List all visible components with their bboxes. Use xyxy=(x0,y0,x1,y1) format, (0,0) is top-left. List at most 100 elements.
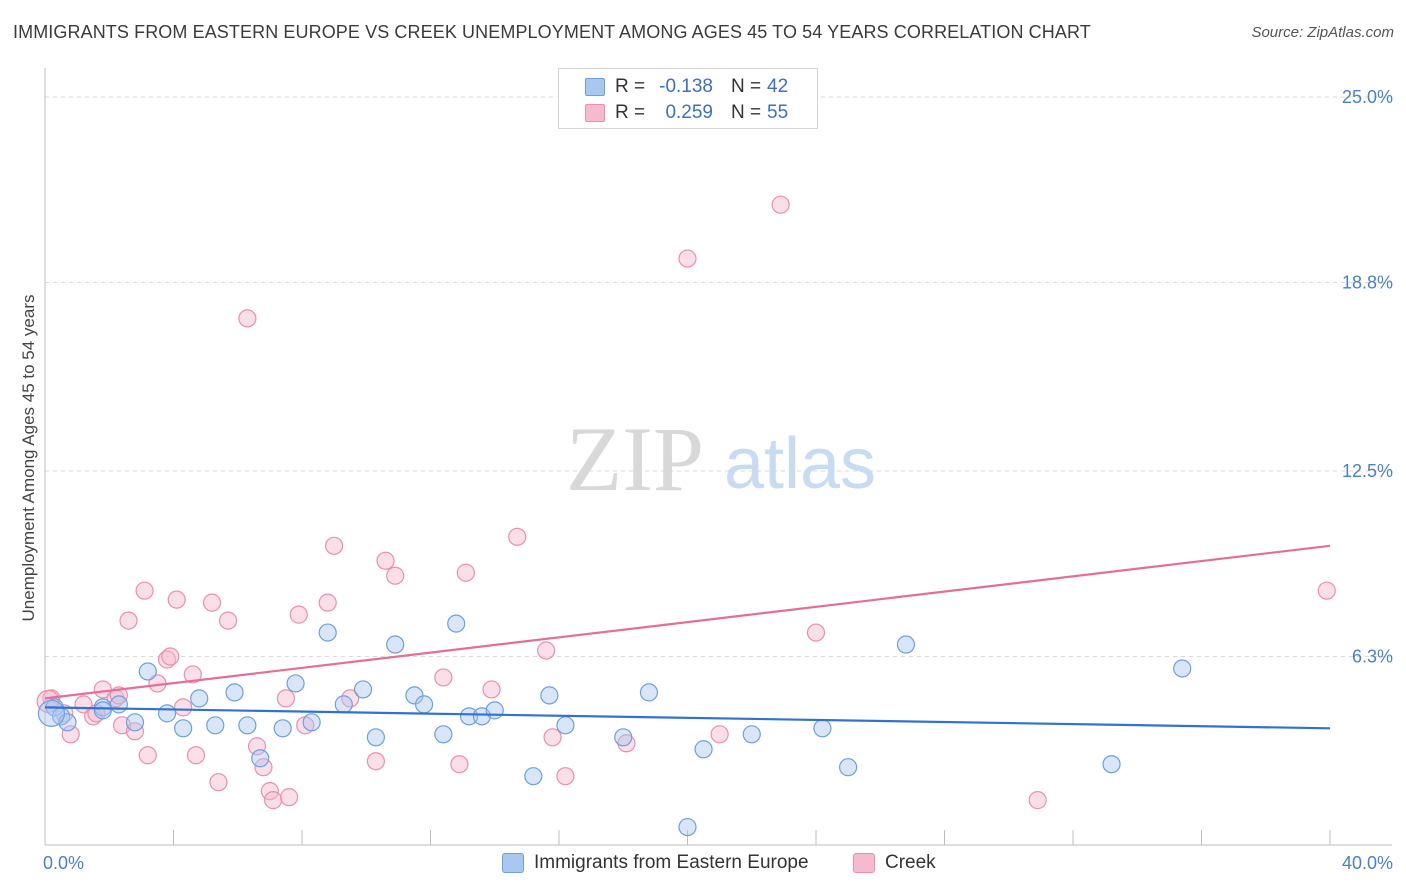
legend-n-value: 42 xyxy=(767,76,789,97)
creek-trend-line xyxy=(44,544,1331,700)
eastern-europe-point xyxy=(447,614,466,633)
creek-point xyxy=(376,551,395,570)
eastern-europe-point xyxy=(157,704,177,723)
eastern-europe-point xyxy=(93,701,112,720)
legend-row-creek: R = 0.259 N = 55 xyxy=(585,100,788,126)
eastern-europe-point xyxy=(614,728,633,747)
eastern-europe-point xyxy=(273,719,292,738)
trend-lines xyxy=(44,544,1331,730)
eastern-europe-trend-line xyxy=(44,706,1331,730)
series-swatch-blue xyxy=(502,853,524,873)
eastern-europe-point xyxy=(225,683,244,702)
creek-point xyxy=(219,611,238,630)
correlation-legend: R = -0.138 N = 42 R = 0.259 N = 55 xyxy=(558,68,818,129)
creek-point xyxy=(771,195,790,214)
creek-point xyxy=(1317,581,1336,600)
creek-point xyxy=(157,650,177,669)
eastern-europe-point xyxy=(190,689,209,708)
creek-point xyxy=(318,593,337,612)
creek-point xyxy=(678,249,697,268)
eastern-europe-point xyxy=(678,817,697,837)
eastern-europe-point xyxy=(434,725,453,744)
creek-point xyxy=(202,593,222,612)
eastern-europe-point xyxy=(524,767,543,786)
creek-point xyxy=(806,623,826,642)
eastern-europe-point xyxy=(251,749,270,768)
y-tick-label: 18.8% xyxy=(1342,273,1393,293)
creek-point xyxy=(167,590,186,609)
creek-point xyxy=(508,527,527,546)
chart-title: IMMIGRANTS FROM EASTERN EUROPE VS CREEK … xyxy=(13,22,1091,42)
creek-point xyxy=(543,728,562,747)
y-tick-label: 25.0% xyxy=(1342,87,1393,107)
eastern-europe-point xyxy=(1173,659,1192,678)
creek-point xyxy=(1028,791,1047,810)
legend-swatch-blue xyxy=(585,78,605,96)
series-swatch-pink xyxy=(853,853,875,873)
creek-point xyxy=(556,767,575,786)
creek-point xyxy=(174,698,193,717)
creek-point xyxy=(247,737,267,756)
eastern-europe-point xyxy=(839,758,858,777)
watermark-zip: ZIP xyxy=(566,408,704,510)
creek-point xyxy=(289,605,308,624)
eastern-europe-point xyxy=(459,707,479,726)
legend-row-eastern-europe: R = -0.138 N = 42 xyxy=(585,74,788,100)
creek-point xyxy=(186,746,206,765)
creek-point xyxy=(138,746,157,765)
y-axis-label: Unemployment Among Ages 45 to 54 years xyxy=(19,295,38,622)
series-legend-eastern-europe: Immigrants from Eastern Europe xyxy=(502,852,809,874)
legend-r-value: -0.138 xyxy=(659,76,713,97)
creek-point xyxy=(61,725,80,744)
eastern-europe-point xyxy=(366,728,385,747)
x-tick-label: 0.0% xyxy=(43,853,84,873)
eastern-europe-point xyxy=(742,725,761,744)
series-label-eastern-europe: Immigrants from Eastern Europe xyxy=(534,852,809,873)
eastern-europe-point xyxy=(896,635,916,654)
eastern-europe-point xyxy=(386,635,405,654)
eastern-europe-point xyxy=(238,716,257,735)
eastern-europe-points xyxy=(37,614,1192,837)
creek-point xyxy=(325,536,344,555)
x-tick-labels: 0.0% 40.0% xyxy=(43,853,1393,873)
eastern-europe-point xyxy=(37,699,66,727)
creek-point xyxy=(135,581,154,600)
legend-r-label: R = xyxy=(615,102,646,123)
eastern-europe-point xyxy=(414,695,434,714)
eastern-europe-point xyxy=(353,680,373,699)
grid-lines xyxy=(45,96,1392,658)
y-tick-label: 12.5% xyxy=(1342,461,1393,481)
eastern-europe-point xyxy=(485,701,504,720)
creek-point xyxy=(280,788,299,807)
legend-r-value: 0.259 xyxy=(665,102,713,123)
y-tick-labels: 6.3% 12.5% 18.8% 25.0% xyxy=(1342,87,1393,667)
eastern-europe-point xyxy=(125,713,145,732)
legend-n-value: 55 xyxy=(767,102,789,123)
creek-points xyxy=(36,195,1336,810)
eastern-europe-point xyxy=(109,695,128,714)
source-label: Source: ZipAtlas.com xyxy=(1251,24,1394,41)
eastern-europe-point xyxy=(174,719,193,738)
eastern-europe-point xyxy=(334,695,353,714)
eastern-europe-point xyxy=(302,713,321,732)
axes xyxy=(44,68,1392,846)
eastern-europe-point xyxy=(639,683,659,702)
eastern-europe-point xyxy=(813,719,832,738)
creek-point xyxy=(366,752,385,771)
x-tick-label: 40.0% xyxy=(1342,853,1393,873)
creek-point xyxy=(209,773,228,792)
creek-point xyxy=(450,755,469,774)
creek-point xyxy=(183,665,202,684)
eastern-europe-point xyxy=(540,686,559,705)
creek-point xyxy=(710,725,729,744)
series-legend: Immigrants from Eastern Europe Creek xyxy=(0,852,1406,876)
eastern-europe-point xyxy=(138,662,157,681)
eastern-europe-point xyxy=(1102,755,1121,774)
series-legend-creek: Creek xyxy=(853,852,936,874)
creek-point xyxy=(263,791,283,810)
watermark: ZIP atlas xyxy=(566,408,876,510)
legend-r-label: R = xyxy=(615,76,646,97)
creek-point xyxy=(537,641,556,660)
legend-n-label: N = xyxy=(731,102,762,123)
